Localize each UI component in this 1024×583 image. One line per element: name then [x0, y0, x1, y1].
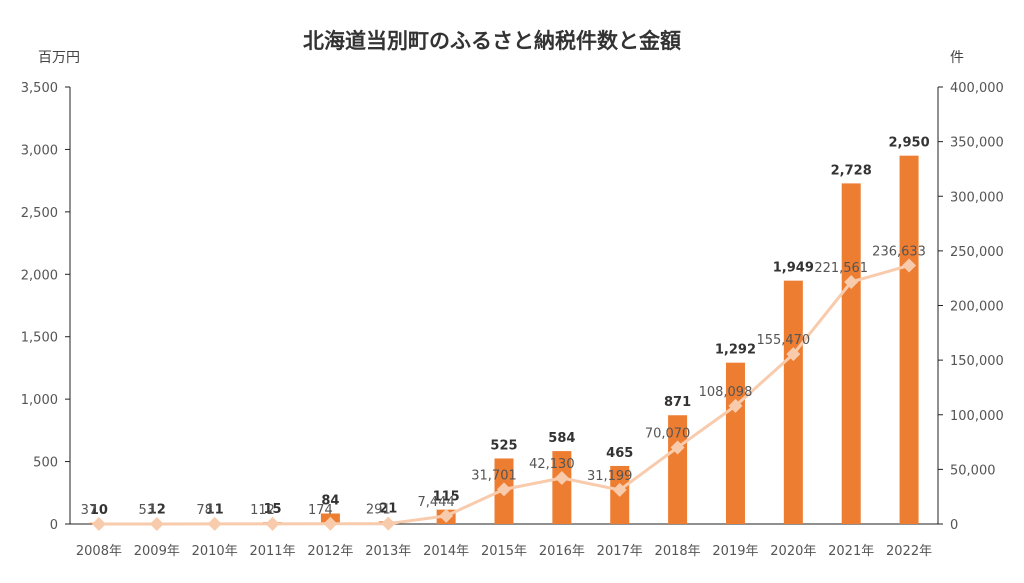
left-tick-label: 3,000	[21, 143, 58, 158]
bar-value-label: 15	[263, 502, 281, 517]
left-tick-label: 1,000	[21, 393, 58, 408]
bar-value-label: 12	[148, 503, 166, 518]
bar-value-label: 11	[206, 503, 224, 518]
line-value-label: 78	[196, 503, 213, 518]
line-marker	[728, 398, 743, 413]
right-axis-unit: 件	[950, 50, 964, 66]
line-value-label: 108,098	[699, 385, 753, 400]
x-tick-label: 2021年	[828, 544, 874, 559]
left-axis-unit: 百万円	[38, 50, 80, 66]
bar-value-label: 871	[664, 395, 691, 410]
line-marker	[323, 516, 338, 531]
x-tick-label: 2013年	[365, 544, 411, 559]
bar-value-label: 2,728	[831, 163, 872, 178]
bar-value-label: 10	[90, 503, 108, 518]
bar-value-label: 84	[321, 494, 339, 509]
bar	[899, 155, 919, 524]
axes: 0 500 1,000 1,500 2,000 2,500 3,000 3,500 0 50,00…	[21, 81, 1004, 559]
left-tick-label: 500	[33, 456, 58, 471]
line-marker	[670, 440, 685, 455]
line-value-label: 174	[308, 503, 333, 518]
line-value-label: 155,470	[756, 333, 810, 348]
chart-title: 北海道当別町のふるさと納税件数と金額	[303, 29, 681, 53]
x-tick-label: 2011年	[249, 544, 295, 559]
right-tick-label: 350,000	[950, 136, 1004, 151]
x-tick-label: 2012年	[307, 544, 353, 559]
bar-value-label: 525	[490, 438, 517, 453]
bar-value-label: 1,949	[773, 261, 814, 276]
bar-value-label: 115	[433, 490, 460, 505]
x-tick-label: 2015年	[481, 544, 527, 559]
bar-value-label: 584	[548, 431, 575, 446]
x-tick-label: 2022年	[886, 544, 932, 559]
line-marker	[612, 482, 627, 497]
x-tick-label: 2008年	[76, 544, 122, 559]
line-marker	[844, 274, 859, 289]
bar-value-label: 2,950	[889, 136, 930, 151]
line-value-label: 42,130	[529, 457, 575, 472]
left-tick-label: 2,500	[21, 206, 58, 221]
line-value-label: 7,444	[418, 495, 455, 510]
left-tick-label: 3,500	[21, 81, 58, 96]
line-marker	[265, 516, 280, 531]
line-marker	[91, 516, 106, 531]
x-tick-label: 2017年	[597, 544, 643, 559]
bar-value-label: 21	[379, 501, 397, 516]
line-value-label: 291	[366, 503, 391, 518]
x-tick-label: 2010年	[192, 544, 238, 559]
line-value-label: 53	[139, 503, 156, 518]
x-tick-label: 2014年	[423, 544, 469, 559]
left-tick-label: 1,500	[21, 331, 58, 346]
line-value-label: 31,199	[587, 469, 633, 484]
x-tick-label: 2009年	[134, 544, 180, 559]
left-tick-label: 2,000	[21, 268, 58, 283]
line-marker	[207, 516, 222, 531]
x-tick-label: 2018年	[655, 544, 701, 559]
right-tick-label: 150,000	[950, 354, 1004, 369]
line-marker	[902, 258, 917, 273]
line-marker	[149, 516, 164, 531]
line-value-label: 31,701	[471, 468, 517, 483]
right-tick-label: 100,000	[950, 409, 1004, 424]
bar-value-label: 1,292	[715, 343, 756, 358]
line-value-label: 236,633	[872, 244, 926, 259]
data-labels: 10 12 11 15 84 21 115 525 584 465 871 1,292 1,949 2,7…	[81, 136, 930, 518]
line-value-label: 112	[250, 503, 275, 518]
right-tick-label: 50,000	[950, 463, 996, 478]
x-tick-label: 2020年	[770, 544, 816, 559]
right-tick-label: 200,000	[950, 300, 1004, 315]
x-tick-label: 2019年	[712, 544, 758, 559]
bar	[841, 183, 861, 524]
line-marker	[786, 347, 801, 362]
left-tick-label: 0	[50, 518, 58, 533]
line-marker	[381, 516, 396, 531]
right-tick-label: 300,000	[950, 190, 1004, 205]
bar	[552, 451, 572, 524]
right-tick-label: 250,000	[950, 245, 1004, 260]
right-tick-label: 400,000	[950, 81, 1004, 96]
bar	[783, 280, 803, 524]
line-value-label: 37	[81, 503, 98, 518]
x-tick-label: 2016年	[539, 544, 585, 559]
line-value-label: 221,561	[814, 261, 868, 276]
line-series	[91, 258, 917, 531]
line-marker	[554, 470, 569, 485]
line-marker	[497, 482, 511, 497]
right-tick-label: 0	[950, 518, 958, 533]
bar-value-label: 465	[606, 446, 633, 461]
line-marker	[439, 508, 454, 523]
line-value-label: 70,070	[645, 426, 691, 441]
